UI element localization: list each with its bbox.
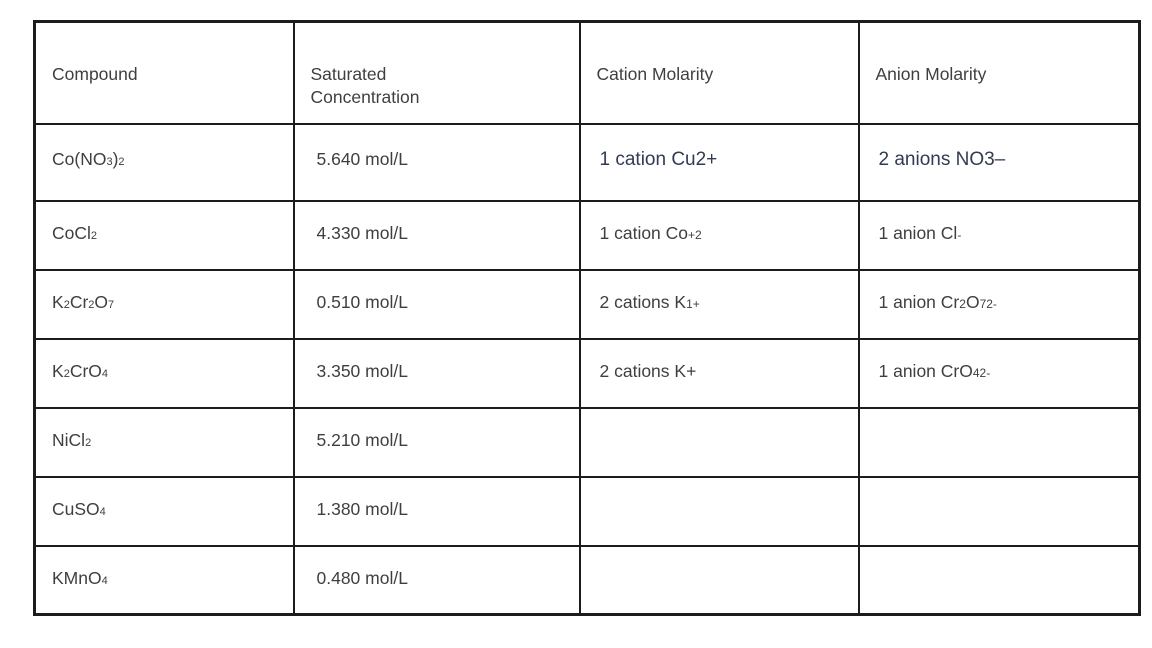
header-anion-molarity: Anion Molarity xyxy=(857,20,1141,125)
cation-cell: 2 cations K+ xyxy=(578,337,860,409)
header-saturated-concentration-label: Saturated Concentration xyxy=(310,63,420,108)
header-cation-molarity-label: Cation Molarity xyxy=(596,63,714,84)
compound-formula: Co(NO3)2 xyxy=(52,148,125,169)
cation-cell: 1 cation Cu2+ xyxy=(578,122,860,202)
cation-cell xyxy=(578,544,860,616)
compound-cell: CoCl2 xyxy=(33,199,295,271)
concentration-value: 5.210 mol/L xyxy=(316,429,408,450)
anion-cell xyxy=(857,406,1141,478)
document-page: Compound Saturated Concentration Cation … xyxy=(33,20,1141,616)
compound-cell: Co(NO3)2 xyxy=(33,122,295,202)
anion-cell: 1 anion Cl- xyxy=(857,199,1141,271)
concentration-cell: 1.380 mol/L xyxy=(292,475,581,547)
cation-cell: 1 cation Co+2 xyxy=(578,199,860,271)
header-anion-molarity-label: Anion Molarity xyxy=(875,63,987,84)
compound-cell: CuSO4 xyxy=(33,475,295,547)
concentration-cell: 5.640 mol/L xyxy=(292,122,581,202)
concentration-value: 4.330 mol/L xyxy=(316,222,408,243)
concentration-value: 0.510 mol/L xyxy=(316,291,408,312)
concentration-cell: 5.210 mol/L xyxy=(292,406,581,478)
concentration-value: 1.380 mol/L xyxy=(316,498,408,519)
concentration-cell: 3.350 mol/L xyxy=(292,337,581,409)
anion-value: 2 anions NO3– xyxy=(878,148,1006,170)
cation-cell xyxy=(578,475,860,547)
header-row: Compound Saturated Concentration Cation … xyxy=(33,20,1141,125)
anion-cell: 1 anion CrO42- xyxy=(857,337,1141,409)
header-compound: Compound xyxy=(33,20,295,125)
concentration-cell: 0.480 mol/L xyxy=(292,544,581,616)
anion-cell: 2 anions NO3– xyxy=(857,122,1141,202)
compound-cell: KMnO4 xyxy=(33,544,295,616)
compound-formula: NiCl2 xyxy=(52,429,92,450)
compound-formula: CoCl2 xyxy=(52,222,98,243)
compound-formula: KMnO4 xyxy=(52,567,108,588)
compound-formula: K2CrO4 xyxy=(52,360,109,381)
cation-cell: 2 cations K1+ xyxy=(578,268,860,340)
table-row: KMnO4 0.480 mol/L xyxy=(33,544,1141,616)
compound-cell: K2Cr2O7 xyxy=(33,268,295,340)
compound-formula: CuSO4 xyxy=(52,498,106,519)
molarity-table: Compound Saturated Concentration Cation … xyxy=(33,20,1141,616)
cation-value: 2 cations K+ xyxy=(599,360,697,381)
table-row: NiCl2 5.210 mol/L xyxy=(33,406,1141,478)
concentration-value: 3.350 mol/L xyxy=(316,360,408,381)
anion-cell xyxy=(857,475,1141,547)
table-body: Co(NO3)2 5.640 mol/L 1 cation Cu2+ 2 ani… xyxy=(33,122,1141,616)
compound-cell: NiCl2 xyxy=(33,406,295,478)
concentration-value: 0.480 mol/L xyxy=(316,567,408,588)
anion-value: 1 anion Cl- xyxy=(878,222,962,243)
cation-value: 1 cation Co+2 xyxy=(599,222,702,243)
cation-value: 1 cation Cu2+ xyxy=(599,148,718,170)
table-row: CoCl2 4.330 mol/L 1 cation Co+2 1 anion … xyxy=(33,199,1141,271)
table-row: K2Cr2O7 0.510 mol/L 2 cations K1+ 1 anio… xyxy=(33,268,1141,340)
compound-formula: K2Cr2O7 xyxy=(52,291,115,312)
anion-cell: 1 anion Cr2O72- xyxy=(857,268,1141,340)
table-row: Co(NO3)2 5.640 mol/L 1 cation Cu2+ 2 ani… xyxy=(33,122,1141,202)
compound-cell: K2CrO4 xyxy=(33,337,295,409)
anion-cell xyxy=(857,544,1141,616)
anion-value: 1 anion Cr2O72- xyxy=(878,291,997,312)
table-row: K2CrO4 3.350 mol/L 2 cations K+ 1 anion … xyxy=(33,337,1141,409)
table-row: CuSO4 1.380 mol/L xyxy=(33,475,1141,547)
cation-cell xyxy=(578,406,860,478)
concentration-cell: 0.510 mol/L xyxy=(292,268,581,340)
header-saturated-concentration: Saturated Concentration xyxy=(292,20,581,125)
header-compound-label: Compound xyxy=(52,63,138,84)
anion-value: 1 anion CrO42- xyxy=(878,360,991,381)
cation-value: 2 cations K1+ xyxy=(599,291,700,312)
concentration-cell: 4.330 mol/L xyxy=(292,199,581,271)
header-cation-molarity: Cation Molarity xyxy=(578,20,860,125)
concentration-value: 5.640 mol/L xyxy=(316,148,408,169)
